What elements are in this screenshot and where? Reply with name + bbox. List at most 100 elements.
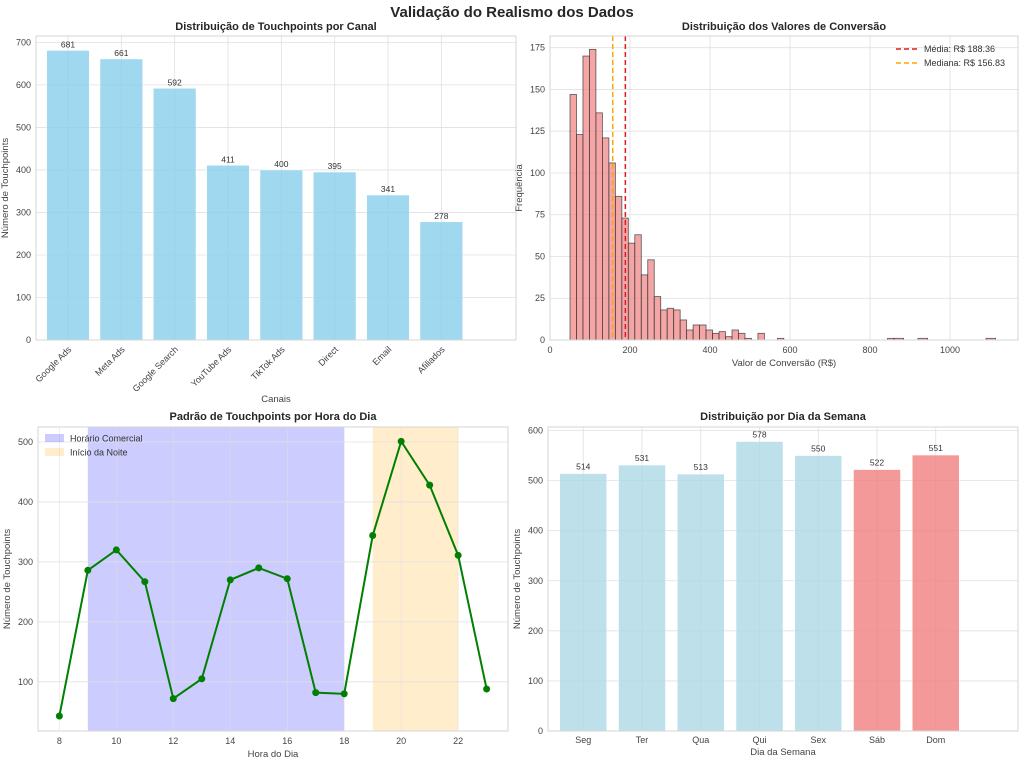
- histogram-bin: [569, 94, 577, 341]
- legend-swatch: [45, 448, 64, 456]
- x-tick-label: 22: [453, 736, 463, 746]
- x-tick-label: Sáb: [869, 735, 885, 745]
- bar-value-label: 681: [61, 39, 75, 49]
- histogram-bin: [679, 319, 688, 341]
- panel-title: Distribuição por Dia da Semana: [700, 411, 867, 423]
- legend-label: Horário Comercial: [70, 434, 143, 444]
- data-point: [483, 685, 491, 693]
- bar-value-label: 578: [752, 430, 766, 440]
- y-axis-label: Número de Touchpoints: [2, 529, 13, 629]
- data-point: [112, 546, 120, 554]
- x-tick-label: 200: [622, 345, 637, 355]
- bar-value-label: 550: [811, 444, 825, 454]
- bar-value-label: 341: [381, 184, 395, 194]
- bar-ter: [618, 464, 666, 732]
- histogram-bin: [686, 329, 694, 341]
- panel-weekday: Distribuição por Dia da Semana 0 100 200 300…: [512, 411, 1019, 758]
- y-tick-label: 150: [530, 84, 545, 94]
- y-axis-label: Número de Touchpoints: [512, 529, 523, 629]
- bar-google-ads: [46, 50, 90, 341]
- x-tick-label: 8: [57, 736, 62, 746]
- bar-value-label: 411: [221, 154, 235, 164]
- x-tick-label: Ter: [636, 735, 649, 745]
- data-point: [312, 689, 320, 697]
- data-point: [169, 695, 177, 703]
- bar-value-label: 395: [328, 161, 342, 171]
- x-tick-label: Sex: [810, 735, 826, 745]
- y-axis-label: Frequência: [514, 164, 525, 212]
- y-tick-label: 300: [18, 557, 33, 567]
- y-tick-label: 100: [18, 677, 33, 687]
- plot-frame: [547, 426, 1019, 732]
- y-tick-label: 125: [530, 126, 545, 136]
- y-tick-label: 300: [528, 576, 543, 586]
- histogram-bin: [582, 55, 590, 341]
- bar-dom: [912, 454, 960, 732]
- x-tick-label: 400: [702, 345, 717, 355]
- x-axis-label: Hora do Dia: [248, 749, 299, 760]
- plot-frame: [549, 35, 1019, 341]
- x-tick-label: Google Search: [131, 344, 181, 394]
- x-tick-label: 10: [111, 736, 121, 746]
- plot-frame: [35, 35, 517, 341]
- bar-sáb: [853, 469, 901, 732]
- panel-title: Distribuição de Touchpoints por Canal: [175, 21, 376, 33]
- legend: Horário Comercial Início da Noite: [45, 434, 143, 458]
- data-point: [340, 690, 348, 698]
- bar-meta-ads: [99, 58, 143, 341]
- y-tick-label: 500: [528, 476, 543, 486]
- y-tick-label: 25: [535, 293, 545, 303]
- figure-title: Validação do Realismo dos Dados: [390, 4, 634, 21]
- legend-label: Média: R$ 188.36: [924, 44, 995, 54]
- bar-value-label: 531: [635, 453, 649, 463]
- panel-channels: Distribuição de Touchpoints por Canal 0 10…: [0, 21, 517, 405]
- bar-qua: [677, 473, 725, 732]
- y-tick-label: 200: [528, 626, 543, 636]
- x-tick-label: 600: [782, 345, 797, 355]
- bar-value-label: 400: [274, 159, 288, 169]
- histogram-bin: [589, 48, 597, 341]
- x-tick-label: 12: [168, 736, 178, 746]
- data-point: [454, 551, 462, 559]
- panel-hours: Padrão de Touchpoints por Hora do Dia 100…: [2, 411, 509, 760]
- y-tick-label: 700: [16, 37, 31, 47]
- x-tick-label: Direct: [316, 344, 340, 368]
- data-point: [226, 576, 234, 584]
- data-point: [397, 437, 405, 445]
- y-tick-label: 0: [26, 335, 31, 345]
- histogram-bin: [634, 234, 642, 341]
- y-tick-label: 0: [540, 335, 545, 345]
- data-point: [141, 578, 149, 586]
- bar-email: [366, 194, 410, 341]
- y-tick-label: 100: [16, 292, 31, 302]
- y-tick-label: 500: [16, 122, 31, 132]
- x-tick-label: Qua: [692, 735, 709, 745]
- x-tick-label: 0: [547, 345, 552, 355]
- histogram-bin: [725, 336, 733, 341]
- bar-tiktok-ads: [259, 169, 303, 341]
- histogram-bin: [614, 195, 623, 341]
- x-tick-label: 14: [225, 736, 235, 746]
- plot-frame: [37, 426, 509, 732]
- data-point: [369, 532, 377, 540]
- y-tick-label: 75: [535, 210, 545, 220]
- x-tick-label: 18: [339, 736, 349, 746]
- x-tick-label: Afiliados: [416, 344, 447, 375]
- histogram-bin: [653, 296, 662, 341]
- highlight-span: [87, 427, 345, 731]
- bar-direct: [313, 171, 357, 341]
- x-tick-label: YouTube Ads: [189, 344, 234, 389]
- histogram-bin: [627, 242, 636, 341]
- y-tick-label: 500: [18, 437, 33, 447]
- legend-label: Início da Noite: [70, 448, 128, 458]
- x-tick-label: Qui: [752, 735, 766, 745]
- bar-value-label: 513: [694, 462, 708, 472]
- x-tick-label: TikTok Ads: [249, 344, 287, 382]
- y-tick-label: 400: [16, 165, 31, 175]
- histogram-bin: [640, 274, 649, 341]
- bar-youtube-ads: [206, 165, 250, 341]
- x-tick-label: Meta Ads: [93, 344, 127, 378]
- bar-seg: [559, 473, 607, 732]
- y-tick-label: 600: [528, 426, 543, 436]
